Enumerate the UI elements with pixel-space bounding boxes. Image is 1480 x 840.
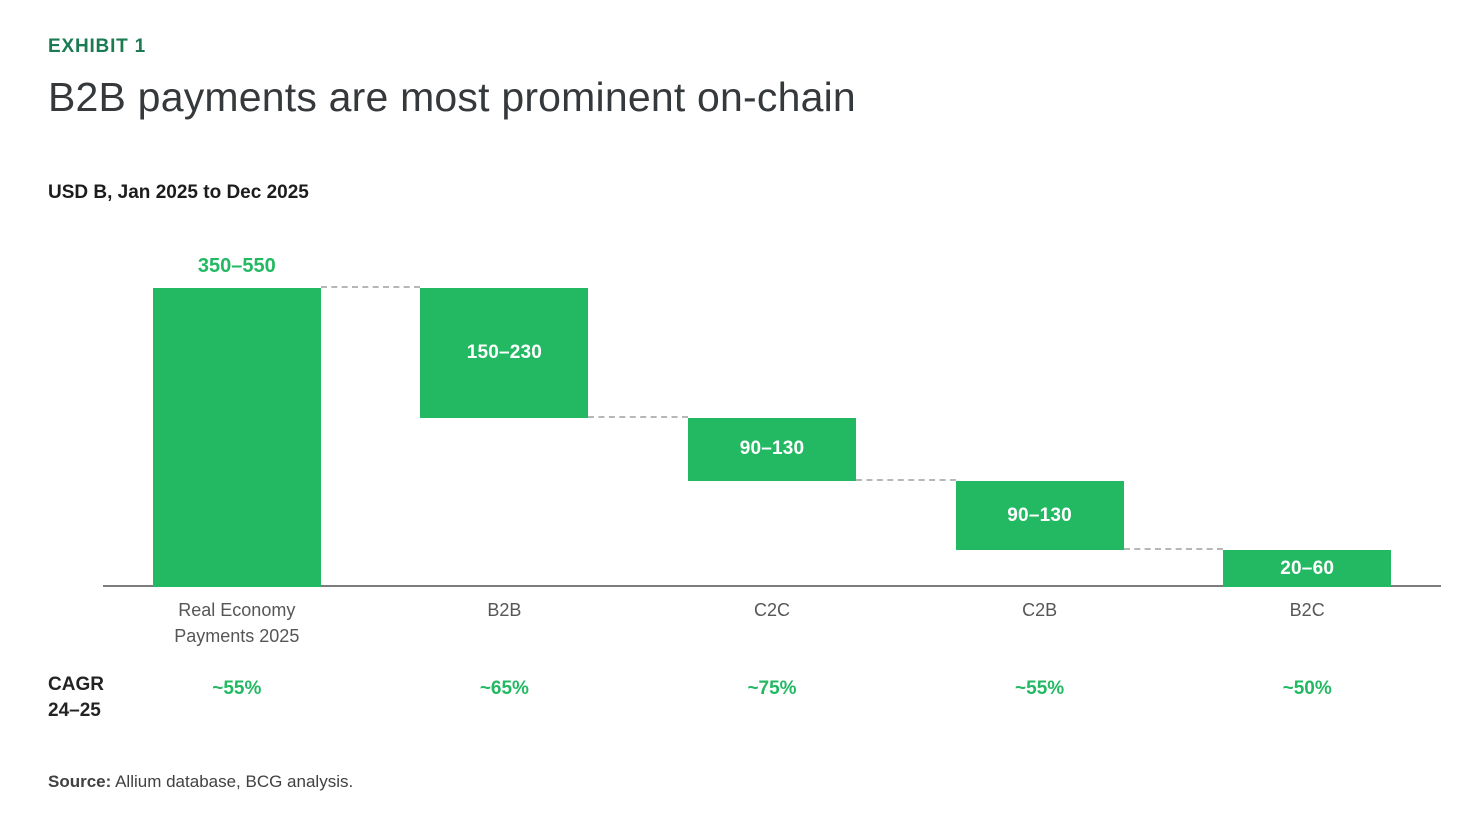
cagr-value: ~55% [212, 678, 262, 699]
connector-dashed-line [1123, 548, 1224, 551]
bar-c2c: 90–130 [688, 417, 856, 481]
cagr-value: ~65% [479, 678, 529, 699]
bar-c2b: 90–130 [955, 480, 1124, 551]
source-text: Allium database, BCG analysis. [115, 772, 354, 791]
source-note: Source: Allium database, BCG analysis. [48, 772, 353, 792]
bar-value-label: 90–130 [1007, 504, 1072, 526]
cagr-row-label-line1: CAGR [48, 674, 104, 695]
x-axis-category-label: Real Economy Payments 2025 [174, 600, 300, 646]
x-axis-category-label: B2B [487, 600, 522, 620]
bar-value-label: 90–130 [739, 438, 805, 460]
cagr-value: ~50% [1282, 678, 1332, 699]
chart-units-label: USD B, Jan 2025 to Dec 2025 [48, 182, 309, 203]
cagr-row-label: CAGR 24–25 [48, 672, 104, 724]
x-axis-line [103, 585, 1441, 587]
page-title: B2B payments are most prominent on-chain [48, 74, 856, 120]
connector-dashed-line [588, 415, 688, 418]
x-axis-category-label: C2C [753, 600, 790, 620]
bar-value-label: 150–230 [466, 341, 543, 363]
bar-value-label: 20–60 [1280, 557, 1335, 579]
source-label: Source: [48, 772, 112, 791]
x-axis-category-label: C2B [1022, 600, 1058, 620]
bar-b2c: 20–60 [1223, 550, 1392, 587]
bar-b2b: 150–230 [420, 288, 589, 418]
bar-value-label: 350–550 [197, 255, 276, 278]
cagr-value: ~75% [747, 678, 797, 699]
exhibit-label: EXHIBIT 1 [48, 36, 146, 57]
connector-dashed-line [320, 286, 421, 289]
cagr-row-label-line2: 24–25 [48, 700, 101, 721]
connector-dashed-line [856, 478, 956, 481]
cagr-value: ~55% [1015, 678, 1065, 699]
bar-real-economy-payments-2025 [152, 288, 321, 587]
x-axis-category-label: B2C [1289, 600, 1325, 620]
